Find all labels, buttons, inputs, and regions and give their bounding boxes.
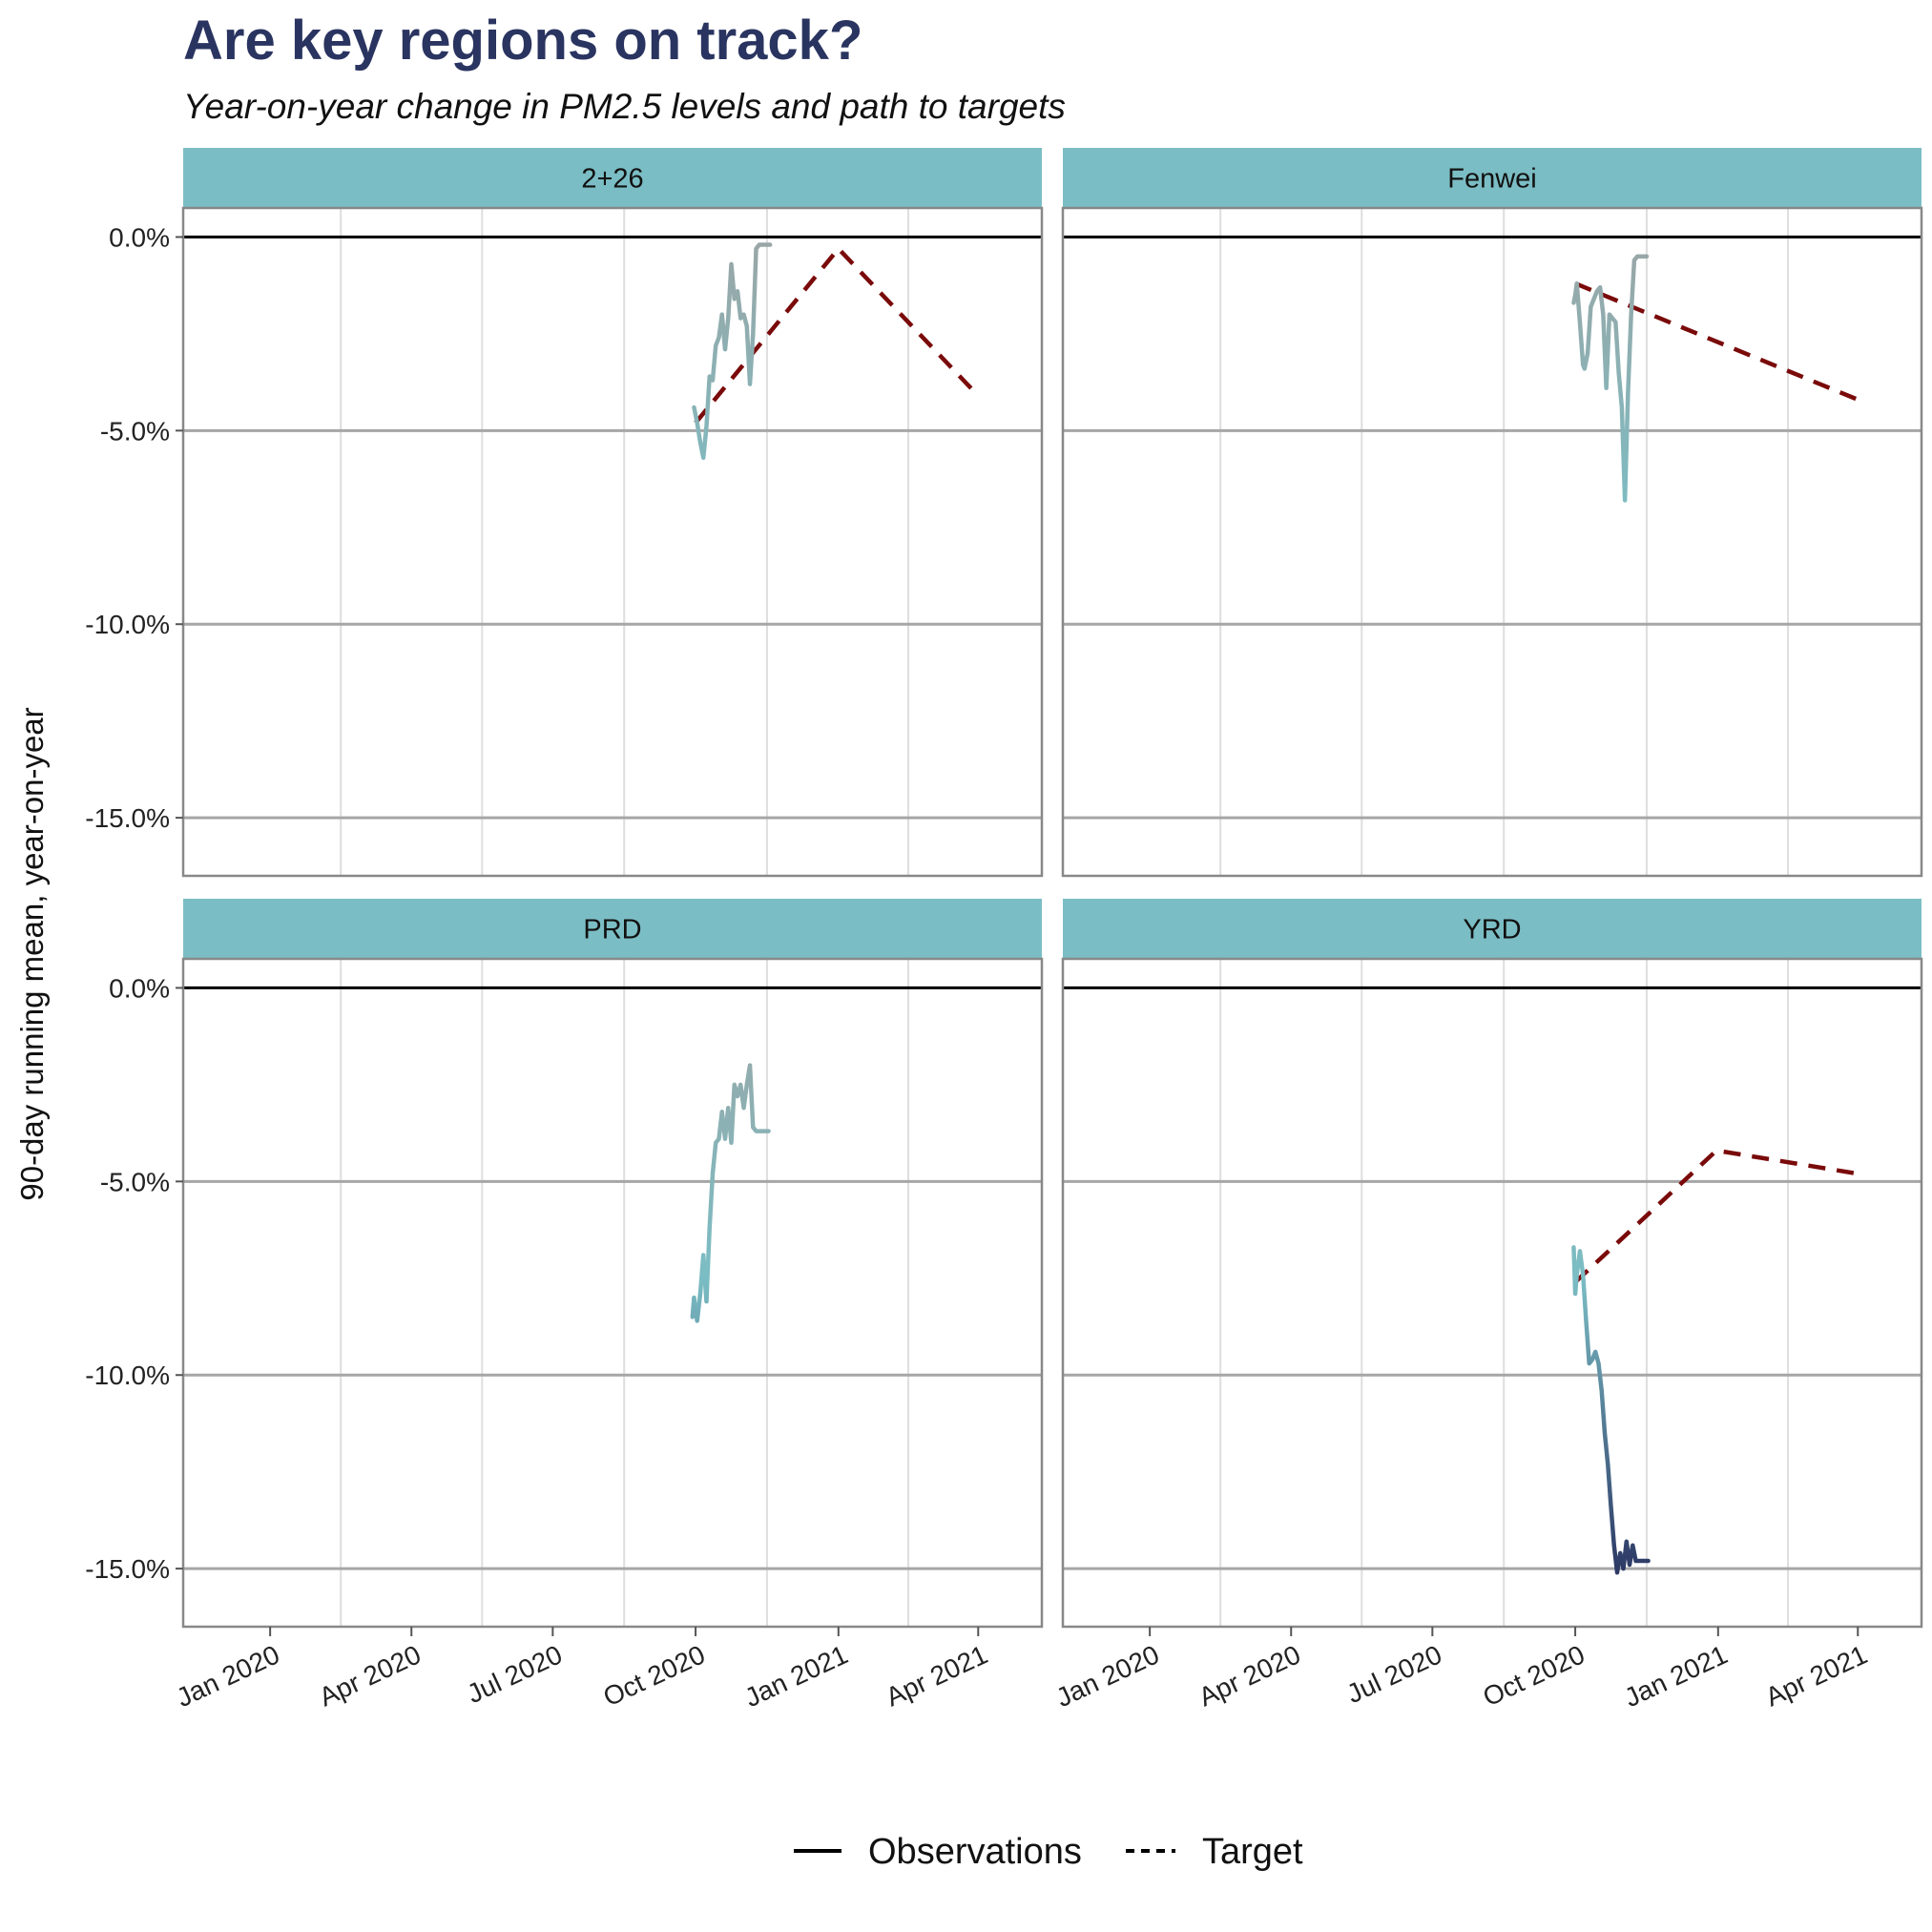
target-line bbox=[1574, 281, 1859, 402]
panel-2-26: 2+26 0.0% -5.0% -10.0% -15.0% bbox=[85, 148, 1044, 878]
x-tick-label: Jan 2021 bbox=[1620, 1639, 1733, 1713]
y-tick-label: 0.0% bbox=[109, 973, 170, 1003]
panel-prd: PRD 0.0% -5.0% -10.0% -15.0% Jan 2020 Apr 2020… bbox=[85, 899, 1044, 1713]
x-tick-label: Jan 2020 bbox=[172, 1639, 284, 1713]
x-tick-label: Apr 2021 bbox=[882, 1639, 992, 1712]
strip-label: Fenwei bbox=[1447, 164, 1537, 195]
x-tick-label: Apr 2020 bbox=[1195, 1639, 1305, 1712]
y-tick-label: -5.0% bbox=[100, 1167, 170, 1196]
strip-2-26 bbox=[183, 148, 1042, 208]
observations-line bbox=[690, 1063, 771, 1323]
panel-border bbox=[1061, 206, 1923, 878]
x-tick-label: Jul 2020 bbox=[1342, 1639, 1446, 1709]
panel-border bbox=[181, 957, 1044, 1629]
panel-border bbox=[1061, 957, 1923, 1629]
legend: Observations Target bbox=[794, 1832, 1303, 1872]
strip-fenwei bbox=[1063, 148, 1922, 208]
panel-border bbox=[181, 206, 1044, 878]
panel-fenwei: Fenwei bbox=[1061, 148, 1923, 878]
x-tick-label: Jul 2020 bbox=[463, 1639, 567, 1709]
y-axis-label: 90-day running mean, year-on-year bbox=[14, 707, 50, 1200]
x-tick-label: Jan 2021 bbox=[740, 1639, 853, 1713]
facet-panels: 2+26 0.0% -5.0% -10.0% -15.0% Fenwei PRD 0.0% -5… bbox=[85, 148, 1923, 1713]
x-tick-label: Jan 2020 bbox=[1051, 1639, 1164, 1713]
y-tick-label: -15.0% bbox=[85, 803, 170, 833]
y-tick-label: -10.0% bbox=[85, 1361, 170, 1390]
target-line bbox=[1573, 1148, 1859, 1284]
target-line bbox=[694, 245, 980, 425]
x-tick-label: Oct 2020 bbox=[599, 1639, 710, 1712]
strip-yrd bbox=[1063, 899, 1922, 959]
y-tick-label: -15.0% bbox=[85, 1554, 170, 1584]
strip-label: YRD bbox=[1463, 915, 1521, 945]
x-tick-label: Apr 2020 bbox=[315, 1639, 426, 1712]
observations-line bbox=[692, 242, 773, 460]
y-tick-label: -5.0% bbox=[100, 416, 170, 446]
legend-label-target: Target bbox=[1202, 1832, 1303, 1872]
chart-subtitle: Year-on-year change in PM2.5 levels and … bbox=[183, 87, 1066, 126]
observations-line bbox=[1571, 1245, 1651, 1575]
y-tick-label: -10.0% bbox=[85, 610, 170, 639]
x-tick-label: Oct 2020 bbox=[1479, 1639, 1589, 1712]
observations-line bbox=[1571, 254, 1650, 503]
panel-yrd: YRD Jan 2020 Apr 2020 Jul 2020 Oct 2020 Jan 2… bbox=[1051, 899, 1923, 1713]
y-tick-label: 0.0% bbox=[109, 222, 170, 252]
strip-label: PRD bbox=[583, 915, 641, 945]
strip-label: 2+26 bbox=[581, 164, 643, 195]
x-tick-label: Apr 2021 bbox=[1761, 1639, 1872, 1712]
strip-prd bbox=[183, 899, 1042, 959]
legend-label-observations: Observations bbox=[868, 1832, 1082, 1872]
chart-title: Are key regions on track? bbox=[183, 10, 862, 72]
